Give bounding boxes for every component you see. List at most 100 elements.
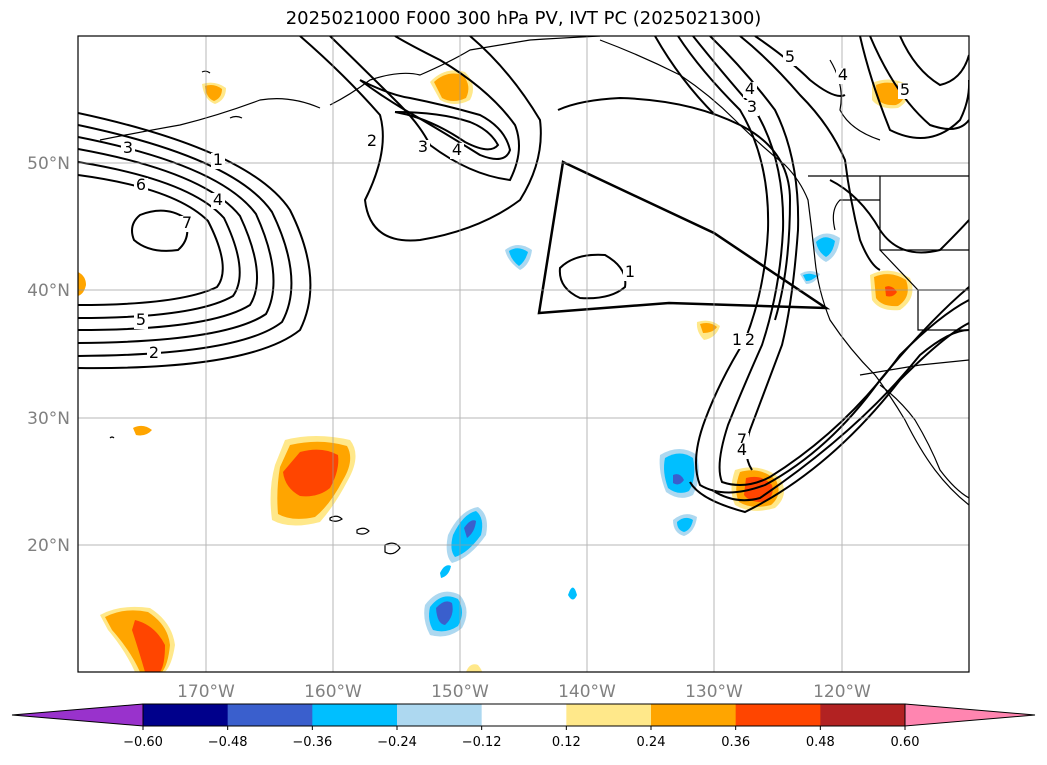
lat-label: 30°N [27,409,70,429]
colorbar-tick-label: −0.60 [123,735,163,750]
contour-label: 7 [182,213,192,232]
contour-label: 4 [452,140,462,159]
contour-label: 4 [737,440,747,459]
colorbar-segment [481,704,567,726]
contour-label: 3 [418,137,428,156]
pv-anomaly-positive [78,272,86,296]
ivt-contour [859,36,969,139]
pv-anomaly-negative [816,237,835,257]
contour-label-bg [745,100,759,116]
lon-label: 150°W [431,682,489,702]
contour-label: 5 [900,80,910,99]
pv-anomaly-positive [283,449,339,497]
pv-anomaly-positive [133,425,152,436]
ivt-contour [709,36,800,471]
ivt-contour [78,124,293,357]
coastline-baja [879,384,969,499]
contour-label: 4 [213,190,223,209]
contour-label: 1 [732,330,742,349]
colorbar-tick-label: 0.36 [721,735,750,750]
contour-label-bg [743,82,757,98]
map-frame [77,35,970,673]
pv-anomaly-positive [132,620,165,672]
colorbar-extend-high [904,703,1036,727]
hawaii-island [384,542,401,555]
ivt-contour [558,253,627,300]
ivt-contour [711,329,969,502]
colorbar-frame [142,703,906,727]
pv-anomaly-negative [436,601,453,625]
lon-label: 130°W [685,682,743,702]
lat-label: 20°N [27,536,70,556]
contour-label-bg [730,333,744,349]
contour-label-bg [783,50,797,66]
gridlines [78,36,969,672]
pv-anomaly-negative [664,453,695,493]
ivt-contour [299,36,542,242]
lat-label: 50°N [27,154,70,174]
contour-label: 2 [367,131,377,150]
contour-label: 4 [838,65,848,84]
ivt-contour [329,36,520,182]
colorbar-segment [143,704,229,726]
contour-label-bg [121,141,135,157]
pv-anomaly-positive [466,664,482,672]
pv-anomaly-positive [205,85,222,101]
colorbar: −0.60 −0.48 −0.36 −0.24 −0.12 0.12 0.24 0.36 0.4… [11,703,1036,750]
pv-anomaly-negative [677,517,693,532]
contour-label-bg [211,193,225,209]
contour-label: 5 [136,310,146,329]
hawaii-island [329,515,343,522]
contour-label: 3 [747,97,757,116]
contour-label-bg [134,313,148,329]
border-us-mexico [859,359,969,376]
ivt-contour [78,161,241,319]
contour-label-bg [898,83,912,99]
colorbar-segment [312,704,398,726]
colorbar-tick-label: 0.12 [552,735,581,750]
lat-label: 40°N [27,281,70,301]
ivt-contour [78,148,259,331]
chart-title: 2025021000 F000 300 hPa PV, IVT PC (2025… [285,8,762,29]
lon-label: 170°W [177,682,235,702]
ivt-contour [78,112,312,370]
coastline-pacific-nw [599,39,969,506]
contour-label: 4 [745,79,755,98]
islands [109,70,401,555]
ivt-contour [78,174,224,306]
ivt-contour [689,322,969,514]
contour-label-bg [735,443,749,459]
colorbar-segment [566,704,652,726]
contour-label-bg [180,216,194,232]
colorbar-extend-low [11,703,144,727]
coastline-north-america [329,36,601,106]
contour-label-bg [743,333,757,349]
colorbar-tick-label: −0.36 [292,735,332,750]
ivt-contour [869,36,969,130]
lon-labels: 170°W 160°W 150°W 140°W 130°W 120°W [177,682,871,702]
contour-label-bg [147,346,161,362]
contour-label-bg [416,140,430,156]
colorbar-tick-label: 0.60 [891,735,920,750]
ivt-contour [754,36,846,97]
ivt-contour [131,209,189,252]
pv-anomaly-positive [700,323,717,333]
contour-label: 5 [785,47,795,66]
pv-anomaly-negative [568,587,577,600]
contour-label: 1 [213,150,223,169]
ivt-contour [692,36,969,487]
contour-label-bg [450,143,464,159]
ivt-contour [654,36,716,116]
ivt-contour [359,79,512,160]
colorbar-tick-label: −0.48 [208,735,248,750]
pv-anomaly-negative [440,565,451,578]
contour-label: 3 [123,138,133,157]
colorbar-tick-label: 0.24 [637,735,666,750]
region-polygon [537,160,831,315]
contour-label-bg [211,153,225,169]
pv-anomaly-negative [509,248,528,266]
pv-shading [78,70,913,672]
contour-label: 6 [136,175,146,194]
